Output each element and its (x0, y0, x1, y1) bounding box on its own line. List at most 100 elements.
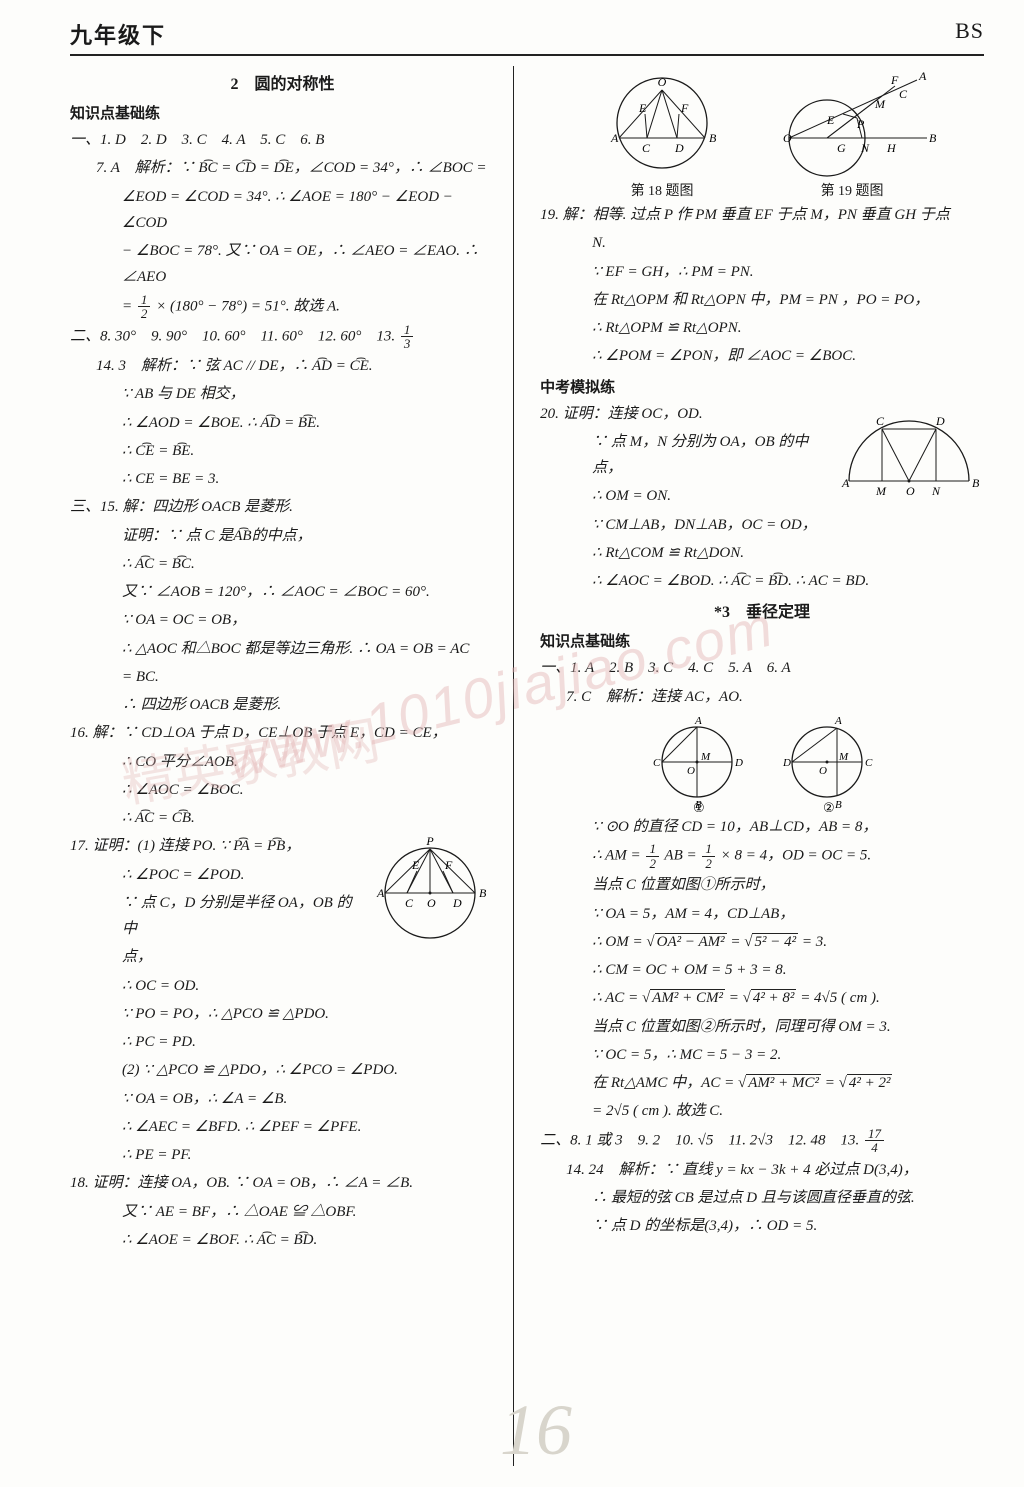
q17-line: ∴ PE = PF. (70, 1142, 495, 1168)
svg-text:H: H (886, 141, 897, 155)
grade-label: 九年级下 (70, 18, 166, 50)
text: AB = (664, 848, 700, 864)
q7-line: = 12 × (180° − 78°) = 51°. 故选 A. (70, 293, 495, 321)
svg-text:D: D (734, 757, 743, 769)
q14-line: 14. 3 解析：∵ 弦 AC // DE，∴ A͡D = C͡E. (70, 353, 495, 379)
text: = (122, 298, 136, 314)
q7r-line: ∵ OA = 5，AM = 4，CD⊥AB， (540, 901, 984, 927)
q19-line: ∵ EF = GH，∴ PM = PN. (540, 259, 984, 285)
svg-text:C: C (405, 896, 414, 910)
fraction-half: 12 (138, 293, 151, 321)
svg-text:F: F (444, 858, 453, 872)
q18-line: 又∵ AE = BF，∴ △OAE ≌ △OBF. (70, 1199, 495, 1225)
text: ∴ OM = (592, 934, 646, 950)
page-header: 九年级下 BS (70, 18, 984, 56)
figure-row-18-19: O A B C D E F 第 18 题图 (540, 68, 984, 200)
q17-line: (2) ∵ △PCO ≌ △PDO，∴ ∠PCO = ∠PDO. (70, 1057, 495, 1083)
svg-text:M: M (874, 97, 886, 111)
q14-line: ∴ ∠AOD = ∠BOE. ∴ A͡D = B͡E. (70, 410, 495, 436)
text: = 3. (802, 934, 827, 950)
right-column: O A B C D E F 第 18 题图 (540, 66, 984, 1466)
q19-line: ∴ Rt△OPM ≌ Rt△OPN. (540, 315, 984, 341)
svg-text:F: F (890, 73, 899, 87)
q19-line: N. (540, 230, 984, 256)
svg-text:B: B (835, 799, 842, 811)
svg-text:D: D (782, 757, 791, 769)
q15-line: 证明：∵ 点 C 是A͡B的中点， (70, 523, 495, 549)
q15-line: ∴ 四边形 OACB 是菱形. (70, 692, 495, 718)
svg-text:A: A (376, 886, 385, 900)
q18-line: ∴ ∠AOE = ∠BOF. ∴ A͡C = B͡D. (70, 1227, 495, 1253)
svg-text:D: D (935, 414, 945, 428)
svg-text:C: C (642, 141, 651, 155)
figure-q20: A B M O N C D (834, 401, 984, 501)
svg-text:F: F (680, 101, 689, 115)
q14r-line: ∴ 最短的弦 CB 是过点 D 且与该圆直径垂直的弦. (540, 1185, 984, 1211)
text: 二、8. 1 或 3 9. 2 10. √5 11. 2√3 12. 48 13… (540, 1132, 863, 1148)
svg-text:P: P (425, 834, 434, 848)
sqrt: 4² + 8² (751, 989, 797, 1006)
q16-line: 16. 解：∵ CD⊥OA 于点 D，CE⊥OB 于点 E，CD = CE， (70, 720, 495, 746)
text: = (730, 934, 744, 950)
text: 在 Rt△AMC 中，AC = (592, 1075, 738, 1091)
q7r-line: ∵ OC = 5，∴ MC = 5 − 3 = 2. (540, 1042, 984, 1068)
svg-text:A: A (918, 69, 927, 83)
q18-line: 18. 证明：连接 OA，OB. ∵ OA = OB，∴ ∠A = ∠B. (70, 1170, 495, 1196)
fraction-half: 12 (702, 842, 715, 870)
figure-row-7: A B C D O M ① A B D C O M ② (540, 712, 984, 812)
q20-line: ∴ ∠AOC = ∠BOD. ∴ A͡C = B͡D. ∴ AC = BD. (540, 568, 984, 594)
svg-text:O: O (819, 765, 827, 777)
q14-line: ∵ AB 与 DE 相交， (70, 381, 495, 407)
figure-18: O A B C D E F 第 18 题图 (587, 68, 737, 200)
ans-row-3: 一、1. A 2. B 3. C 4. C 5. A 6. A (540, 655, 984, 681)
ans-row-2: 二、8. 30° 9. 90° 10. 60° 11. 60° 12. 60° … (70, 323, 495, 351)
q15-line: ∵ OA = OC = OB， (70, 607, 495, 633)
svg-text:M: M (875, 484, 887, 498)
sqrt: 5² − 4² (752, 933, 798, 950)
q7-line: − ∠BOC = 78°. 又∵ OA = OE，∴ ∠AEO = ∠EAO. … (70, 238, 495, 291)
svg-text:A: A (834, 715, 842, 727)
subhead-zhongkao: 中考模拟练 (540, 376, 984, 397)
svg-text:N: N (931, 484, 941, 498)
q15-line: ∴ A͡C = B͡C. (70, 551, 495, 577)
q7-line: 7. A 解析：∵ B͡C = C͡D = D͡E，∠COD = 34°，∴ ∠… (70, 155, 495, 181)
svg-text:②: ② (823, 800, 835, 812)
svg-text:E: E (826, 113, 835, 127)
q15-line: ∴ △AOC 和△BOC 都是等边三角形. ∴ OA = OB = AC (70, 636, 495, 662)
svg-text:B: B (929, 131, 937, 145)
ans-row-1: 一、1. D 2. D 3. C 4. A 5. C 6. B (70, 127, 495, 153)
sqrt: 4² + 2² (847, 1074, 893, 1091)
svg-text:E: E (411, 858, 420, 872)
text: × 8 = 4，OD = OC = 5. (721, 848, 872, 864)
text: ∴ AM = (592, 848, 644, 864)
section-2-title: 2 圆的对称性 (70, 70, 495, 94)
q7r-line: ∴ AM = 12 AB = 12 × 8 = 4，OD = OC = 5. (540, 842, 984, 870)
q19-line: ∴ ∠POM = ∠PON，即 ∠AOC = ∠BOC. (540, 343, 984, 369)
q14-line: ∴ C͡E = B͡E. (70, 438, 495, 464)
section-3-title: *3 垂径定理 (540, 598, 984, 622)
text: = (729, 990, 743, 1006)
svg-text:O: O (427, 896, 436, 910)
svg-text:N: N (860, 141, 870, 155)
svg-text:①: ① (693, 800, 705, 812)
q7r-line: = 2√5 ( cm ). 故选 C. (540, 1098, 984, 1124)
sqrt: AM² + MC² (746, 1074, 821, 1091)
q17-line: ∴ ∠AEC = ∠BFD. ∴ ∠PEF = ∠PFE. (70, 1114, 495, 1140)
q7r-line: 7. C 解析：连接 AC，AO. (540, 684, 984, 710)
q7r-line: ∴ AC = √AM² + CM² = √4² + 8² = 4√5 ( cm … (540, 985, 984, 1011)
q16-line: ∴ ∠AOC = ∠BOC. (70, 777, 495, 803)
text: = (825, 1075, 839, 1091)
q16-line: ∴ CO 平分∠AOB. (70, 749, 495, 775)
fraction-17-4: 174 (865, 1127, 884, 1155)
svg-text:B: B (709, 131, 717, 145)
q14r-line: ∵ 点 D 的坐标是(3,4)，∴ OD = 5. (540, 1213, 984, 1239)
q20-line: ∴ Rt△COM ≌ Rt△DON. (540, 540, 984, 566)
fig19-caption: 第 19 题图 (767, 180, 937, 200)
svg-text:G: G (837, 141, 846, 155)
q14-line: ∴ CE = BE = 3. (70, 466, 495, 492)
svg-text:O: O (906, 484, 915, 498)
svg-text:M: M (700, 751, 711, 763)
svg-text:D: D (452, 896, 462, 910)
svg-text:O: O (687, 765, 695, 777)
text: × (180° − 78°) = 51°. 故选 A. (156, 298, 340, 314)
